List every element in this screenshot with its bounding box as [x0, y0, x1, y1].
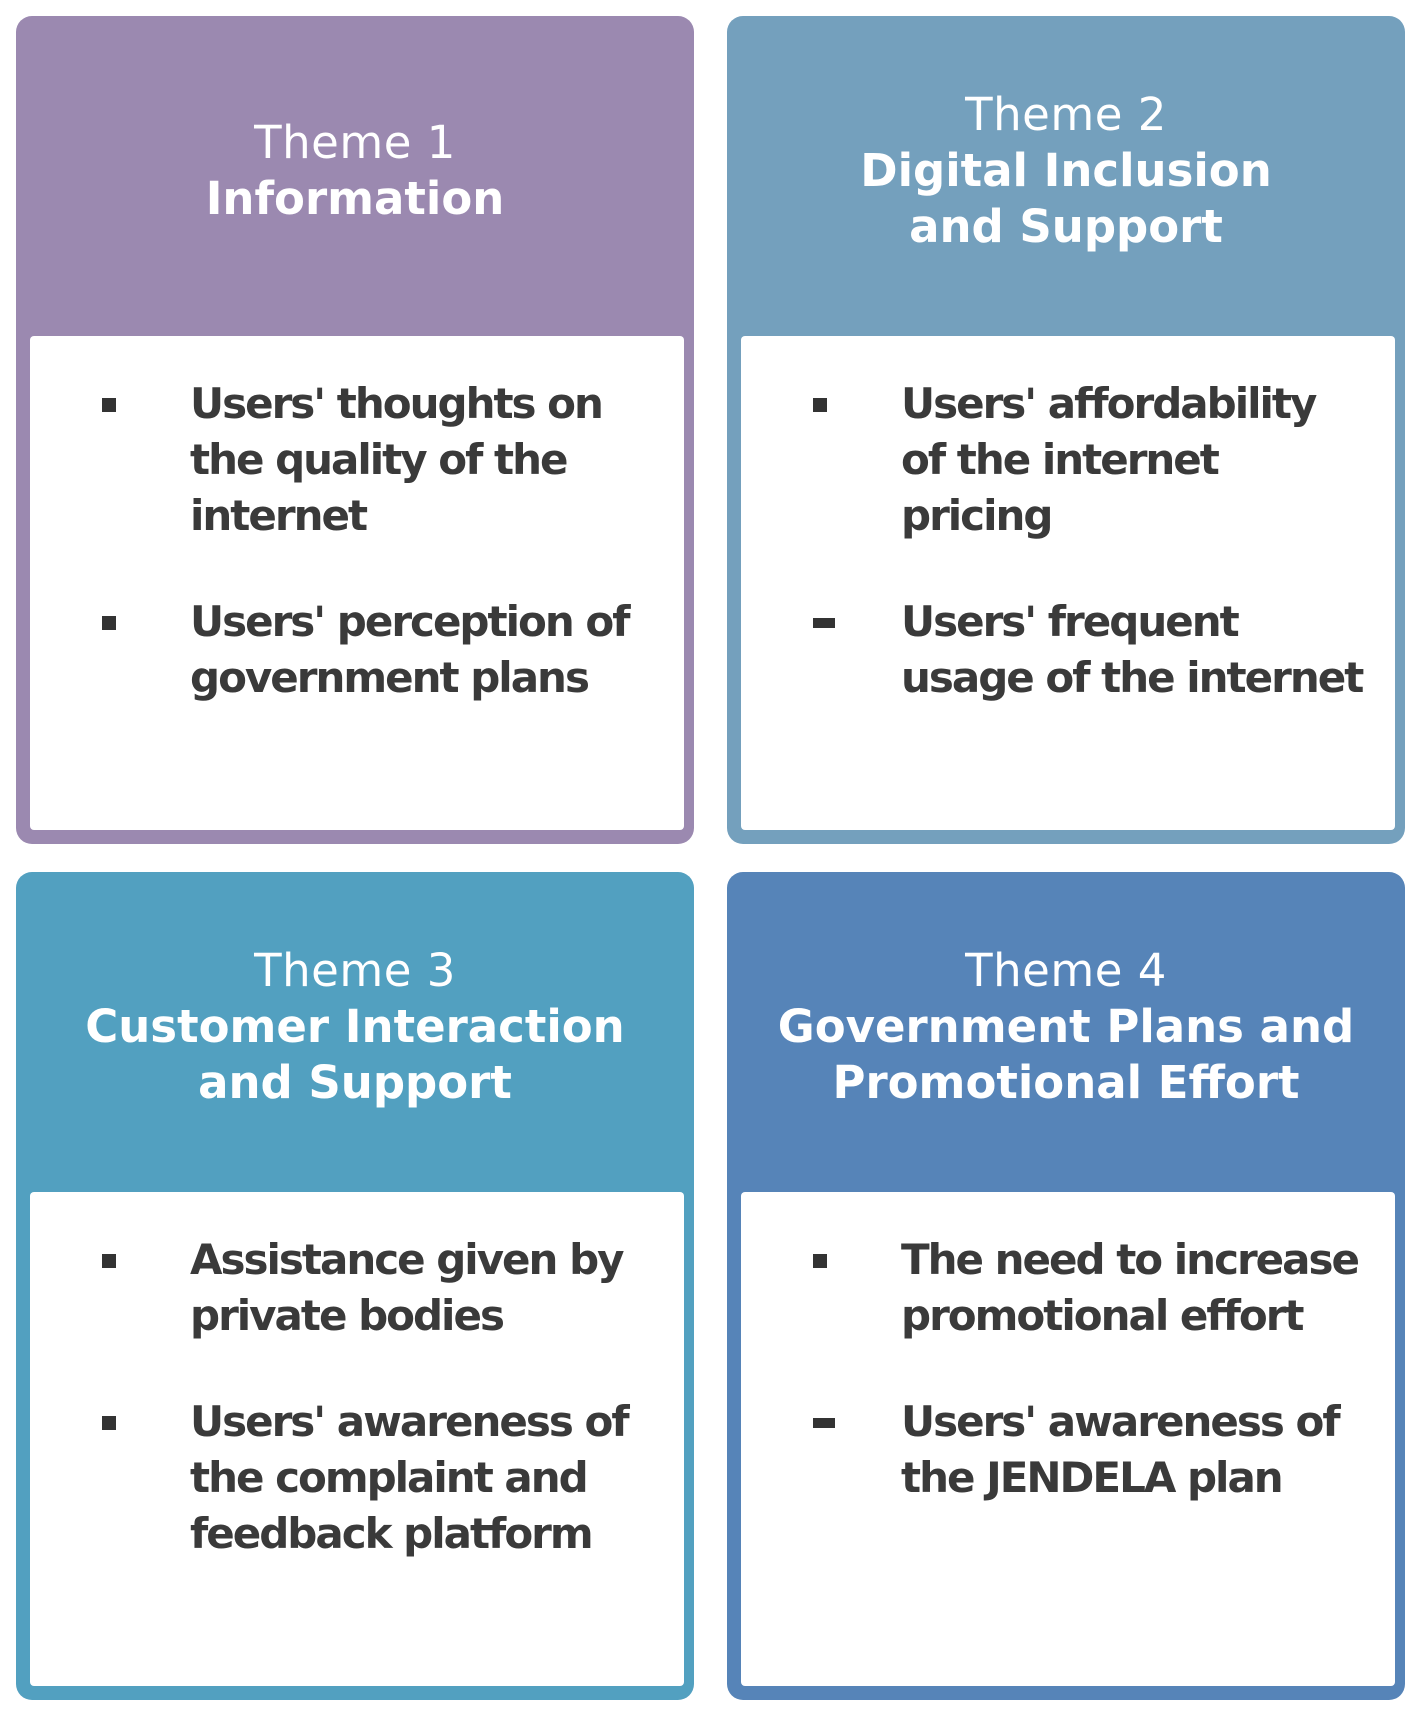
bullet-icon [102, 1416, 116, 1430]
theme-card-3: Theme 3 Customer Interaction and Support… [16, 872, 694, 1700]
theme-card-header: Theme 4 Government Plans and Promotional… [727, 872, 1405, 1182]
theme-item: The need to increase promotional effort [791, 1232, 1365, 1344]
theme-card-body: Users' affordability of the internet pri… [741, 336, 1395, 830]
theme-card-body: Users' thoughts on the quality of the in… [30, 336, 684, 830]
bullet-icon [813, 618, 835, 628]
theme-title: Information [205, 172, 505, 225]
theme-item: Users' frequent usage of the internet [791, 594, 1365, 706]
theme-card-body: Assistance given by private bodies Users… [30, 1192, 684, 1686]
theme-item-text: Users' perception of government plans [190, 597, 630, 702]
theme-card-body: The need to increase promotional effort … [741, 1192, 1395, 1686]
theme-number: Theme 1 [254, 116, 456, 169]
theme-card-2: Theme 2 Digital Inclusion and Support Us… [727, 16, 1405, 844]
theme-item: Assistance given by private bodies [80, 1232, 654, 1344]
bullet-icon [102, 398, 116, 412]
theme-item-text: Assistance given by private bodies [190, 1235, 625, 1340]
theme-item: Users' thoughts on the quality of the in… [80, 376, 654, 544]
theme-title: Government Plans and Promotional Effort [777, 1000, 1355, 1109]
theme-item-text: Users' awareness of the JENDELA plan [901, 1397, 1341, 1502]
theme-card-header: Theme 2 Digital Inclusion and Support [727, 16, 1405, 326]
bullet-icon [813, 1254, 827, 1268]
theme-item-text: Users' thoughts on the quality of the in… [190, 379, 604, 540]
theme-item: Users' affordability of the internet pri… [791, 376, 1365, 544]
theme-title: Digital Inclusion and Support [860, 144, 1272, 253]
bullet-icon [102, 1254, 116, 1268]
theme-item-list: Users' thoughts on the quality of the in… [80, 376, 654, 706]
theme-number: Theme 4 [965, 944, 1167, 997]
theme-item: Users' perception of government plans [80, 594, 654, 706]
theme-card-4: Theme 4 Government Plans and Promotional… [727, 872, 1405, 1700]
theme-number: Theme 2 [965, 88, 1167, 141]
bullet-icon [813, 398, 827, 412]
theme-title: Customer Interaction and Support [85, 1000, 625, 1109]
theme-item-list: Assistance given by private bodies Users… [80, 1232, 654, 1562]
theme-item: Users' awareness of the complaint and fe… [80, 1394, 654, 1562]
bullet-icon [102, 616, 116, 630]
theme-item-text: Users' frequent usage of the internet [901, 597, 1364, 702]
theme-card-header: Theme 3 Customer Interaction and Support [16, 872, 694, 1182]
theme-item-list: The need to increase promotional effort … [791, 1232, 1365, 1506]
theme-item: Users' awareness of the JENDELA plan [791, 1394, 1365, 1506]
theme-item-text: Users' affordability of the internet pri… [901, 379, 1317, 540]
theme-number: Theme 3 [254, 944, 456, 997]
theme-item-text: Users' awareness of the complaint and fe… [190, 1397, 630, 1558]
theme-card-1: Theme 1 Information Users' thoughts on t… [16, 16, 694, 844]
bullet-icon [813, 1418, 835, 1428]
theme-item-list: Users' affordability of the internet pri… [791, 376, 1365, 706]
theme-item-text: The need to increase promotional effort [901, 1235, 1360, 1340]
theme-card-header: Theme 1 Information [16, 16, 694, 326]
